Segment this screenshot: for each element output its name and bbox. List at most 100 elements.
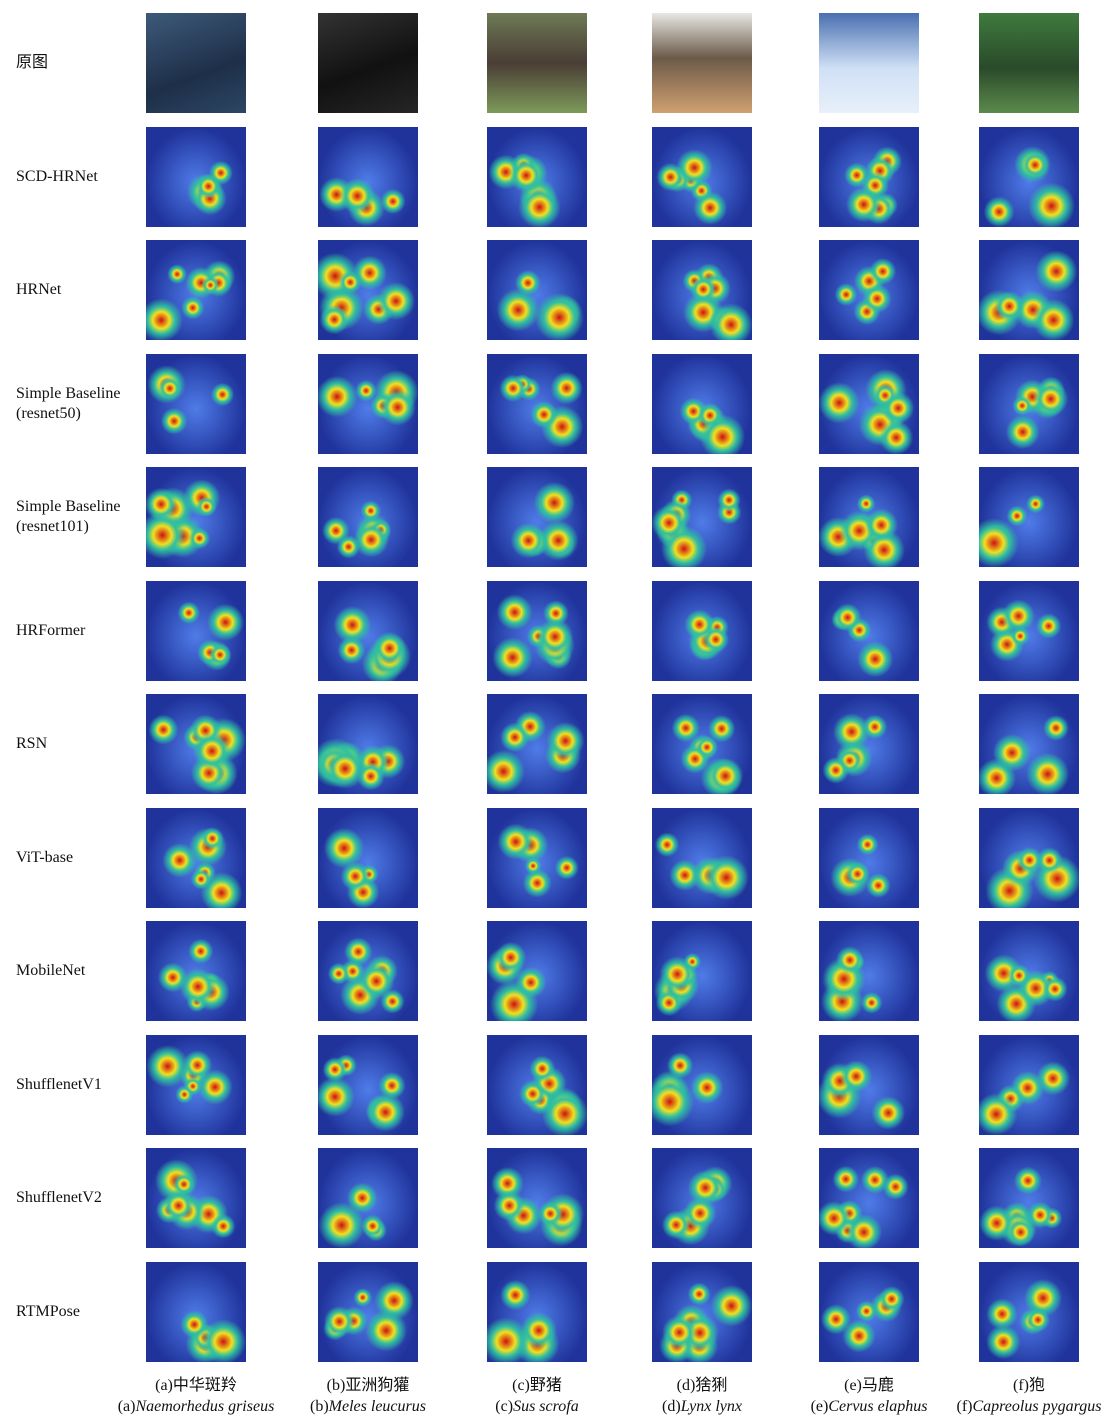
heatmap-image xyxy=(318,353,418,454)
caption-text: (a)中华斑羚 xyxy=(155,1377,237,1394)
heatmap-image xyxy=(819,240,919,340)
caption-prefix: (f) xyxy=(956,1398,973,1415)
caption-text: (c)野猪 xyxy=(512,1377,562,1394)
heatmap-image xyxy=(318,126,418,227)
row-label: Simple Baseline (resnet50) xyxy=(16,384,120,424)
row-label-line: RTMPose xyxy=(16,1302,80,1320)
heatmap-image xyxy=(979,1034,1079,1135)
row-label: ShufflenetV2 xyxy=(16,1188,102,1208)
heatmap-image xyxy=(652,467,752,567)
heatmap-image xyxy=(652,1148,752,1248)
row-label: ShufflenetV1 xyxy=(16,1075,102,1095)
heatmap-image xyxy=(146,1261,246,1362)
heatmap-image xyxy=(487,1261,587,1362)
heatmap-image xyxy=(979,1261,1079,1362)
row-label-line: SCD-HRNet xyxy=(16,167,98,185)
row-label: HRNet xyxy=(16,280,61,300)
row-label-line: ShufflenetV2 xyxy=(16,1189,102,1206)
original-image xyxy=(146,13,246,113)
heatmap-image xyxy=(146,126,246,227)
heatmap-image xyxy=(819,921,919,1021)
heatmap-image xyxy=(652,921,752,1021)
column-caption-latin: (c)Sus scrofa xyxy=(442,1397,632,1417)
heatmap-image xyxy=(318,240,418,340)
heatmap-image xyxy=(146,1148,246,1248)
heatmap-image xyxy=(487,694,587,794)
heatmap-image xyxy=(318,467,418,567)
row-label: Simple Baseline (resnet101) xyxy=(16,497,120,537)
column-caption-latin: (d)Lynx lynx xyxy=(607,1397,797,1417)
caption-latin-name: Cervus elaphus xyxy=(828,1398,928,1415)
row-label-line: Simple Baseline xyxy=(16,498,121,515)
heatmap-image xyxy=(979,921,1079,1021)
column-caption-chinese: (e)马鹿 xyxy=(774,1376,964,1396)
row-label: SCD-HRNet xyxy=(16,167,98,187)
heatmap-image xyxy=(318,921,418,1021)
caption-text: (d)猞猁 xyxy=(676,1377,728,1394)
heatmap-image xyxy=(979,1148,1079,1248)
heatmap-image xyxy=(146,807,246,908)
heatmap-image xyxy=(146,694,246,794)
row-label-line: (resnet101) xyxy=(16,518,89,535)
heatmap-image xyxy=(979,694,1079,794)
caption-prefix: (d) xyxy=(662,1398,681,1415)
row-label-line: ShufflenetV1 xyxy=(16,1075,102,1093)
heatmap-image xyxy=(652,1261,752,1362)
original-image xyxy=(652,13,752,113)
caption-latin-name: Meles leucurus xyxy=(328,1398,426,1415)
column-caption-latin: (e)Cervus elaphus xyxy=(774,1397,964,1417)
heatmap-image xyxy=(652,1034,752,1135)
column-caption-latin: (f)Capreolus pygargus xyxy=(934,1397,1113,1417)
original-image xyxy=(819,13,919,113)
caption-text: (e)马鹿 xyxy=(844,1377,894,1394)
column-caption-chinese: (c)野猪 xyxy=(442,1376,632,1396)
heatmap-image xyxy=(819,1261,919,1362)
caption-latin-name: Naemorhedus griseus xyxy=(135,1398,275,1415)
heatmap-image xyxy=(146,353,246,454)
heatmap-image xyxy=(819,1148,919,1248)
row-label: ViT-base xyxy=(16,848,73,868)
row-label: RSN xyxy=(16,734,47,754)
heatmap-image xyxy=(318,694,418,794)
heatmap-image xyxy=(318,807,418,908)
heatmap-image xyxy=(487,240,587,340)
heatmap-image xyxy=(819,1034,919,1135)
heatmap-image xyxy=(652,126,752,227)
caption-prefix: (c) xyxy=(495,1398,514,1415)
heatmap-image xyxy=(146,240,246,340)
heatmap-image xyxy=(979,467,1079,567)
row-label-line: MobileNet xyxy=(16,962,86,979)
caption-prefix: (e) xyxy=(810,1398,829,1415)
column-caption-latin: (b)Meles leucurus xyxy=(273,1397,463,1417)
row-label-line: RSN xyxy=(16,735,48,752)
column-caption-chinese: (a)中华斑羚 xyxy=(101,1376,291,1396)
row-label-line: HRFormer xyxy=(16,621,86,639)
heatmap-image xyxy=(979,353,1079,454)
row-label: MobileNet xyxy=(16,961,85,981)
original-image xyxy=(979,13,1079,113)
heatmap-image xyxy=(819,807,919,908)
heatmap-image xyxy=(652,353,752,454)
row-label: 原图 xyxy=(16,53,48,73)
heatmap-image xyxy=(819,467,919,567)
heatmap-image xyxy=(146,921,246,1021)
heatmap-image xyxy=(819,126,919,227)
heatmap-image xyxy=(146,1034,246,1135)
row-label-line: 原图 xyxy=(16,54,49,71)
row-label-line: (resnet50) xyxy=(16,404,81,422)
heatmap-image xyxy=(318,580,418,681)
caption-prefix: (a) xyxy=(117,1398,136,1415)
column-caption-chinese: (d)猞猁 xyxy=(607,1376,797,1396)
heatmap-image xyxy=(979,580,1079,681)
heatmap-image xyxy=(487,580,587,681)
heatmap-image xyxy=(487,467,587,567)
heatmap-image xyxy=(146,580,246,681)
heatmap-image xyxy=(652,694,752,794)
heatmap-image xyxy=(979,240,1079,340)
heatmap-image xyxy=(819,353,919,454)
heatmap-image xyxy=(487,126,587,227)
heatmap-image xyxy=(318,1034,418,1135)
caption-latin-name: Sus scrofa xyxy=(513,1398,579,1415)
heatmap-image xyxy=(819,694,919,794)
